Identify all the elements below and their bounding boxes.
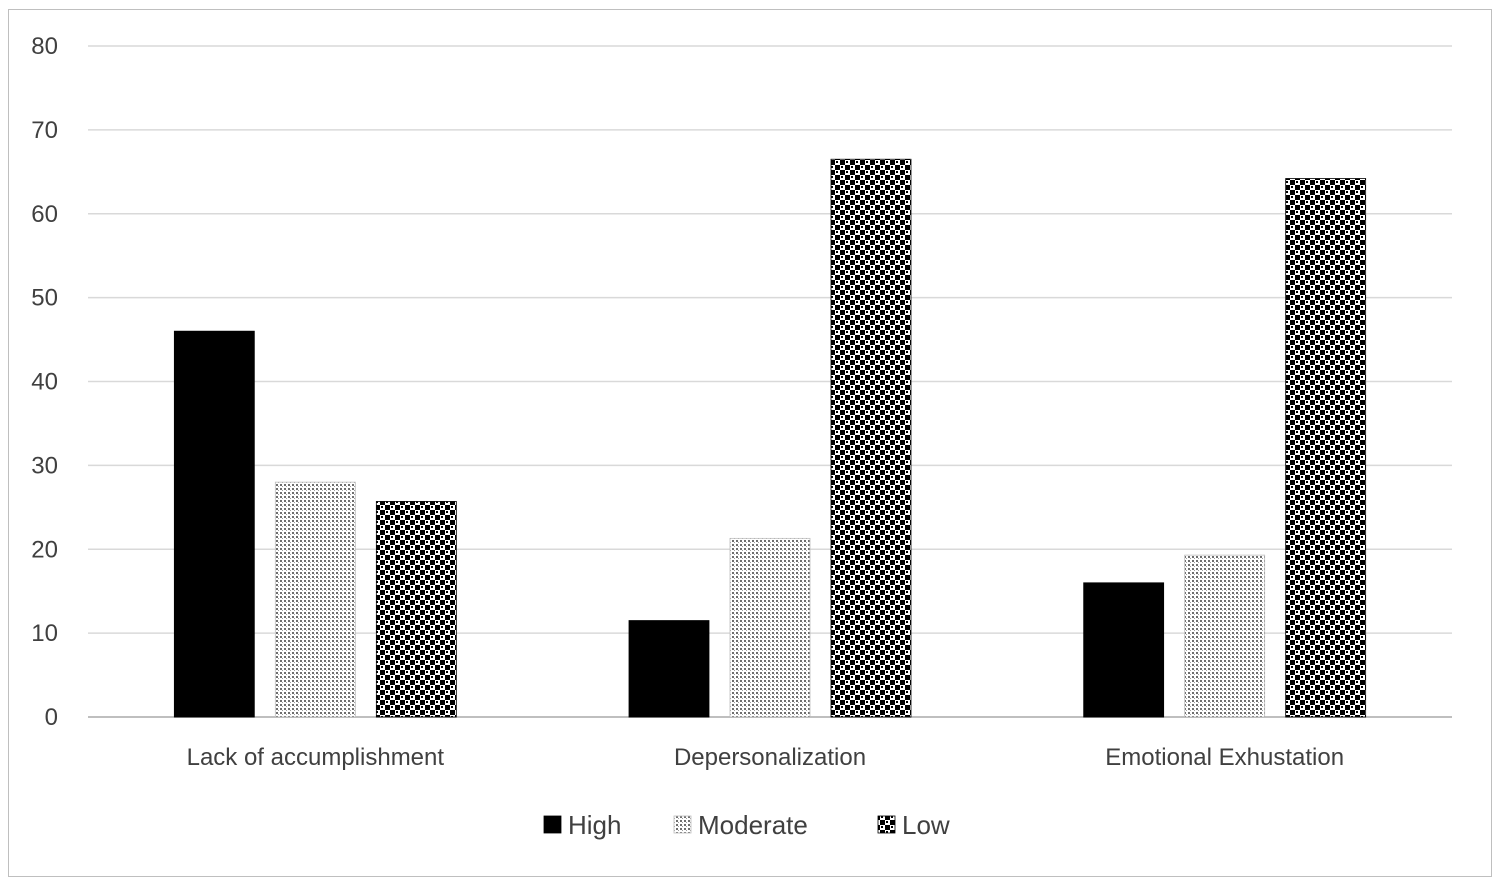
bar-high-2 xyxy=(628,620,710,718)
bar-low-1 xyxy=(375,501,457,718)
y-tick-label: 10 xyxy=(31,620,58,647)
y-tick-label: 80 xyxy=(31,33,58,60)
legend-label-low: Low xyxy=(902,810,950,840)
legend-item-low: Low xyxy=(877,810,950,840)
x-tick-label: Depersonalization xyxy=(674,744,866,771)
chart-frame xyxy=(8,9,1492,877)
legend-item-high: High xyxy=(543,810,621,840)
y-tick-label: 60 xyxy=(31,201,58,228)
bar-moderate-3 xyxy=(1184,554,1266,718)
bars xyxy=(173,158,1367,718)
bar-moderate-2 xyxy=(729,537,811,718)
y-tick-label: 70 xyxy=(31,117,58,144)
y-tick-label: 0 xyxy=(45,704,58,731)
legend-label-moderate: Moderate xyxy=(698,810,808,840)
legend-label-high: High xyxy=(568,810,621,840)
x-axis-tick-labels: Lack of accumplishment Depersonalization E… xyxy=(187,744,1344,771)
y-tick-label: 40 xyxy=(31,369,58,396)
legend-item-moderate: Moderate xyxy=(673,810,808,840)
y-axis-tick-labels: 0 10 20 30 40 50 60 70 80 xyxy=(31,33,58,731)
y-tick-label: 20 xyxy=(31,536,58,563)
x-tick-label: Lack of accumplishment xyxy=(187,744,445,771)
legend-swatch-moderate xyxy=(673,815,692,834)
bar-moderate-1 xyxy=(274,481,356,718)
bar-low-3 xyxy=(1285,178,1367,718)
legend: High Moderate Low xyxy=(543,810,950,840)
legend-swatch-low xyxy=(877,815,896,834)
legend-swatch-high xyxy=(543,815,562,834)
bar-high-3 xyxy=(1083,582,1165,718)
bar-low-2 xyxy=(830,158,912,718)
y-tick-label: 50 xyxy=(31,285,58,312)
bar-high-1 xyxy=(173,330,255,718)
x-tick-label: Emotional Exhustation xyxy=(1105,744,1344,771)
y-tick-label: 30 xyxy=(31,452,58,479)
